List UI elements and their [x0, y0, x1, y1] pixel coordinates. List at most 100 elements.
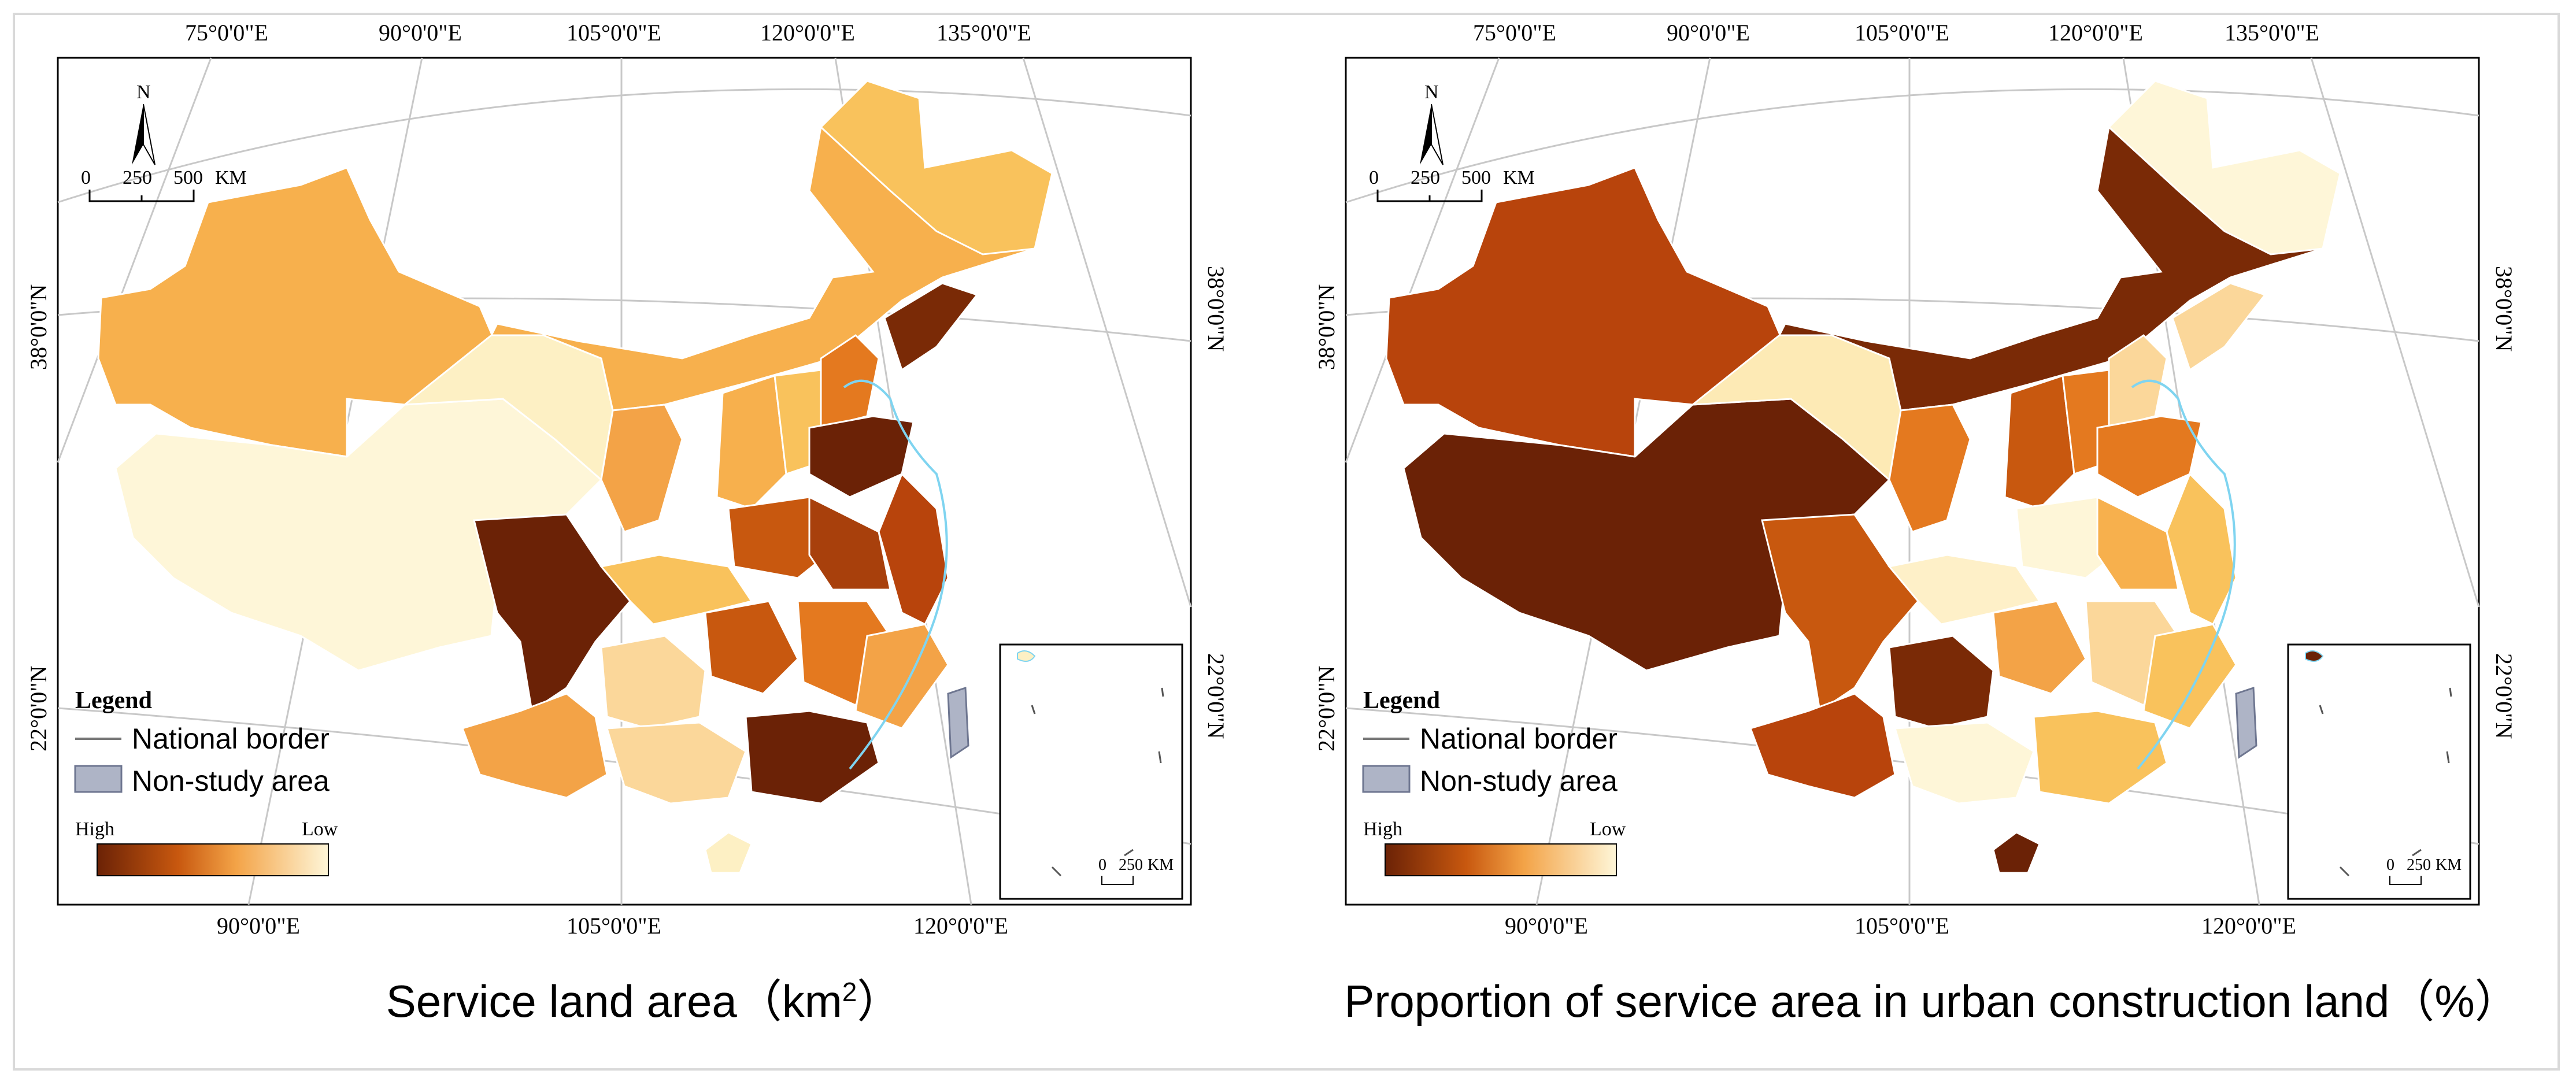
tick-right-22: 22°0'0"N [2491, 653, 2517, 739]
region-anhui [2096, 495, 2179, 591]
scale-label-500: 500 [1461, 167, 1491, 188]
map-frame [57, 57, 1192, 906]
tick-left-22: 22°0'0"N [25, 666, 51, 751]
panel-service-area-proportion: 75°0'0"E 90°0'0"E 105°0'0"E 120°0'0"E 13… [1288, 0, 2576, 1085]
region-heilongjiang [819, 80, 1053, 255]
legend-non-study-swatch [74, 765, 123, 793]
region-yunnan [1749, 693, 1896, 799]
region-jiangsu-zhejiang [2166, 472, 2237, 626]
taiwan-non-study [947, 686, 969, 759]
coastline [843, 379, 948, 770]
region-guizhou [600, 635, 706, 729]
region-guizhou [1888, 635, 1994, 729]
region-anhui [808, 495, 891, 591]
legend-non-study-swatch [1362, 765, 1411, 793]
legend-title: Legend [75, 687, 152, 714]
map-frame [1345, 57, 2480, 906]
tick-top-90: 90°0'0"E [1667, 20, 1750, 46]
tick-bottom-105: 105°0'0"E [1855, 913, 1949, 939]
figure-frame [13, 13, 2560, 1071]
region-jiangsu-zhejiang [878, 472, 949, 626]
tick-top-105: 105°0'0"E [567, 20, 661, 46]
tick-bottom-90: 90°0'0"E [1505, 913, 1588, 939]
legend-non-study-label: Non-study area [132, 765, 330, 797]
tick-left-22: 22°0'0"N [1313, 666, 1339, 751]
scale-label-500: 500 [173, 167, 203, 188]
inset-dashes [1031, 687, 1164, 877]
tick-top-120: 120°0'0"E [760, 20, 855, 46]
north-label: N [136, 82, 151, 103]
region-henan [727, 496, 828, 579]
legend-title: Legend [1363, 687, 1440, 714]
province-regions [1385, 80, 2341, 874]
scale-label-250: 250 [1411, 167, 1440, 188]
region-guangdong [2033, 710, 2168, 805]
legend-gradient-bar [97, 843, 329, 876]
tick-left-38: 38°0'0"N [1313, 284, 1339, 370]
north-arrow-icon: N [132, 82, 156, 165]
inset-hainan [2305, 650, 2324, 662]
region-hunan [1992, 600, 2087, 695]
scale-unit: KM [1503, 167, 1535, 188]
region-henan [2015, 496, 2116, 579]
caption-left-sup: 2 [842, 977, 857, 1007]
region-liaoning [883, 282, 979, 372]
scale-unit: KM [215, 167, 247, 188]
region-chongqing-hubei [599, 554, 753, 625]
caption-left: Service land area（km2） [0, 965, 1288, 1030]
region-hainan [704, 831, 753, 874]
inset-scale-unit: KM [1148, 856, 1174, 874]
tick-right-38: 38°0'0"N [2491, 266, 2517, 351]
legend-non-study-label: Non-study area [1420, 765, 1618, 797]
region-guangdong [745, 710, 880, 805]
region-fujian [2142, 623, 2237, 729]
region-sichuan [1761, 513, 1919, 713]
tick-bottom-105: 105°0'0"E [567, 913, 661, 939]
inset-south-china-sea [2287, 643, 2471, 900]
region-gansu [600, 403, 683, 533]
tick-right-38: 38°0'0"N [1203, 266, 1229, 351]
tick-bottom-120: 120°0'0"E [2201, 913, 2296, 939]
tick-top-135: 135°0'0"E [2225, 20, 2319, 46]
region-hunan [704, 600, 799, 695]
region-fujian [854, 623, 949, 729]
legend-border-label: National border [132, 723, 330, 755]
taiwan-non-study [2235, 686, 2257, 759]
region-hebei [820, 334, 880, 429]
tick-top-105: 105°0'0"E [1855, 20, 1949, 46]
region-guangxi [1894, 721, 2035, 805]
tick-right-22: 22°0'0"N [1203, 653, 1229, 739]
region-chongqing-hubei [1887, 554, 2041, 625]
tick-left-38: 38°0'0"N [25, 284, 51, 370]
scale-bar: 0 250 500 KM [81, 167, 247, 202]
region-sichuan [473, 513, 631, 713]
tick-top-135: 135°0'0"E [937, 20, 1031, 46]
tick-top-75: 75°0'0"E [1473, 20, 1556, 46]
map-service-area-proportion: 75°0'0"E 90°0'0"E 105°0'0"E 120°0'0"E 13… [1313, 20, 2517, 939]
caption-right: Proportion of service area in urban cons… [1344, 976, 2520, 1027]
coastline [2131, 379, 2236, 770]
region-gansu [1888, 403, 1971, 533]
tick-bottom-120: 120°0'0"E [913, 913, 1008, 939]
scale-label-250: 250 [123, 167, 152, 188]
scale-bar: 0 250 500 KM [1369, 167, 1535, 202]
inset-hainan [1017, 650, 1036, 662]
legend-low: Low [1590, 819, 1626, 840]
region-shaanxi [716, 374, 787, 510]
tick-bottom-90: 90°0'0"E [217, 913, 300, 939]
legend-high: High [75, 819, 114, 840]
tick-top-75: 75°0'0"E [185, 20, 268, 46]
north-arrow-icon: N [1420, 82, 1444, 165]
region-hebei [2108, 334, 2168, 429]
caption-left-tail: ） [857, 976, 902, 1027]
region-heilongjiang [2107, 80, 2341, 255]
region-guangxi [606, 721, 747, 805]
inset-scale-label-0: 0 [2386, 856, 2394, 874]
north-label: N [1424, 82, 1439, 103]
scale-label-0: 0 [81, 167, 91, 188]
scale-label-0: 0 [1369, 167, 1379, 188]
region-liaoning [2171, 282, 2267, 372]
legend-high: High [1363, 819, 1402, 840]
inset-south-china-sea [999, 643, 1183, 900]
region-hainan [1992, 831, 2041, 874]
